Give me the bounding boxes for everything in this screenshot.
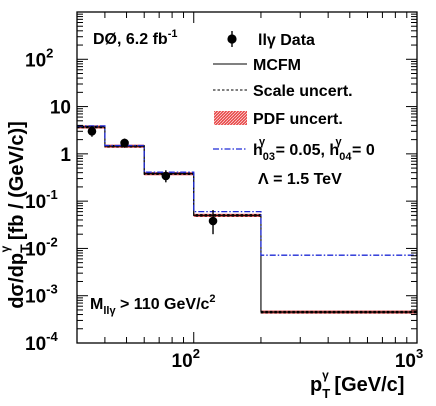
experiment-label: DØ, 6.2 fb-1 — [93, 28, 177, 48]
y-axis-title: dσ/dpTγ [fb / (GeV/c)] — [0, 121, 33, 309]
x-tick-label: 103 — [395, 346, 423, 372]
y-tick-label: 10-2 — [25, 234, 58, 260]
y-tick-label: 102 — [25, 45, 53, 71]
y-tick-label: 10-3 — [25, 282, 58, 308]
legend: llγ Data MCFM Scale uncert. PDF uncert. … — [213, 31, 375, 188]
y-tick-label: 10 — [50, 98, 71, 119]
anomalous-line — [77, 125, 417, 256]
data-point — [161, 171, 171, 181]
plot-frame — [76, 11, 418, 344]
mass-cut-label: Mllγ > 110 GeV/c2 — [90, 293, 216, 317]
data-points — [87, 125, 218, 235]
data-point — [208, 216, 218, 226]
axis-ticks: 10-4 10-3 10-2 10-11 10 102 102 103 — [25, 11, 423, 372]
legend-anomalous-label: h03γ = 0.05, h04γ = 0 — [253, 136, 375, 163]
legend-data-label: llγ Data — [258, 32, 315, 49]
data-point — [120, 138, 129, 148]
legend-pdf-label: PDF uncert. — [253, 111, 343, 128]
x-axis-title: pTγ [GeV/c] — [310, 368, 404, 401]
anomalous-coupling-histogram — [77, 125, 417, 256]
legend-scale-label: Scale uncert. — [253, 83, 353, 100]
y-tick-label: 10-1 — [25, 187, 58, 213]
x-tick-label: 102 — [172, 346, 200, 372]
y-tick-label: 10-4 — [25, 329, 58, 355]
legend-mcfm-label: MCFM — [253, 57, 301, 74]
y-tick-label: 1 — [60, 145, 71, 166]
data-point — [87, 126, 97, 136]
lambda-label: Λ = 1.5 TeV — [258, 171, 342, 188]
